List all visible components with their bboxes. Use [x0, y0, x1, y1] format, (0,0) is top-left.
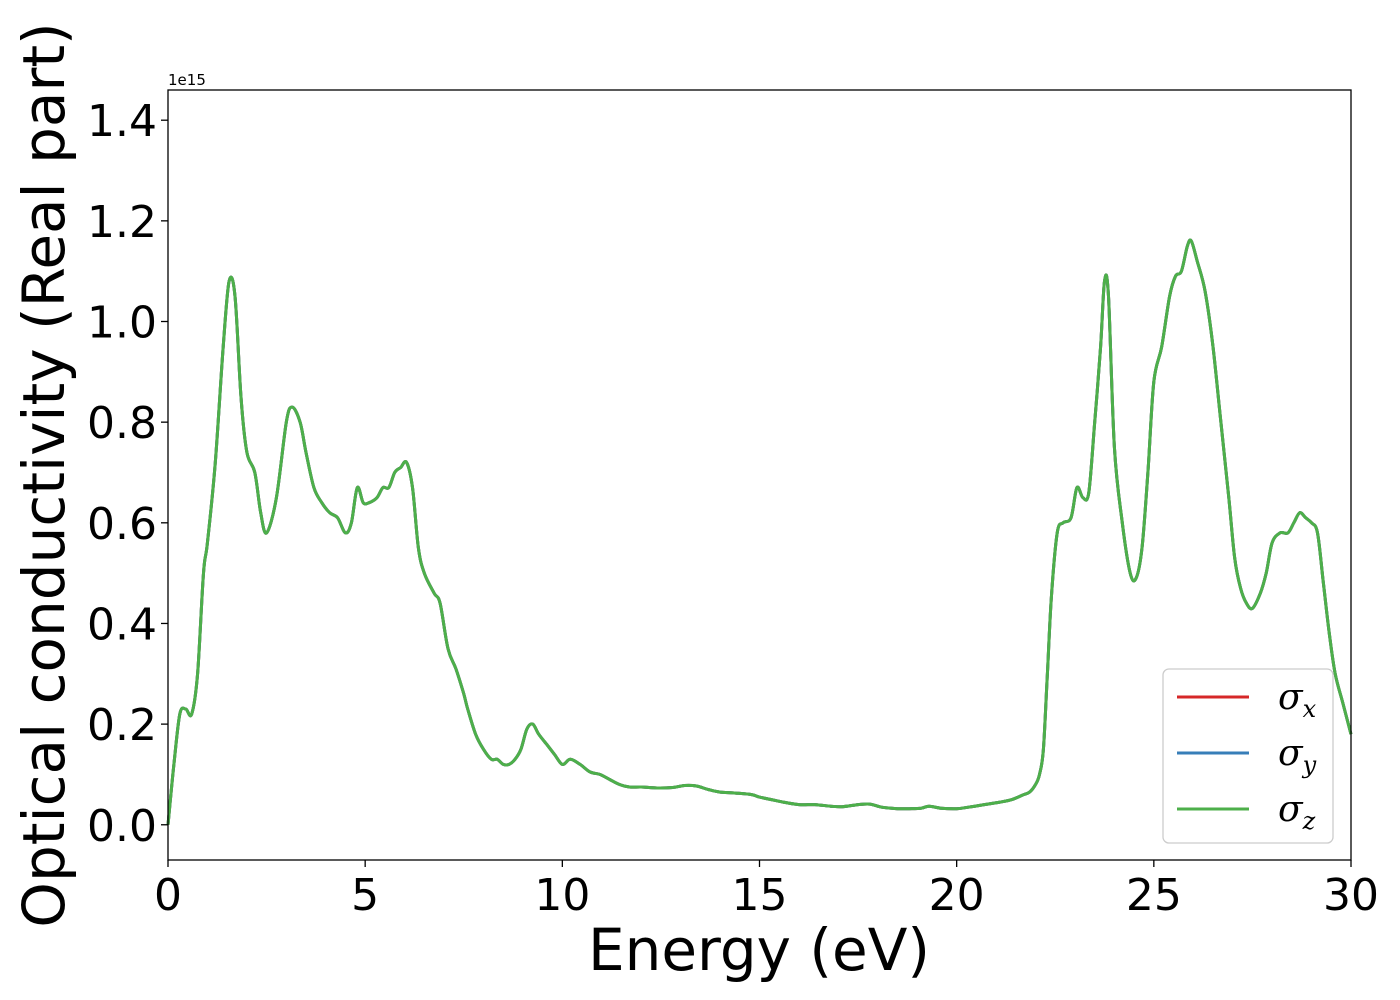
- y-tick-label: 1.0: [87, 298, 157, 349]
- y-tick-label: 0.6: [87, 499, 157, 550]
- y-axis-title: Optical conductivity (Real part): [10, 22, 78, 927]
- y-tick-label: 1.2: [87, 197, 157, 248]
- y-tick-label: 0.4: [87, 599, 157, 650]
- x-tick-label: 5: [351, 870, 379, 921]
- x-tick-label: 10: [534, 870, 590, 921]
- x-tick-label: 0: [154, 870, 182, 921]
- y-tick-label: 0.0: [87, 801, 157, 852]
- x-tick-label: 15: [732, 870, 788, 921]
- legend-box: [1162, 668, 1334, 844]
- plot-area: [168, 90, 1351, 860]
- x-tick-label: 20: [929, 870, 985, 921]
- x-tick-label: 25: [1126, 870, 1182, 921]
- legend-label: σy: [1278, 733, 1317, 779]
- plot-frame: [167, 89, 1352, 861]
- x-axis-title: Energy (eV): [588, 916, 930, 984]
- y-tick-label: 0.2: [87, 700, 157, 751]
- series-layer: [166, 238, 1353, 825]
- y-tick-label: 1.4: [87, 96, 157, 147]
- y-axis-ticks: 0.0 0.2 0.4 0.6 0.8 1.0 1.2 1.4: [87, 96, 168, 852]
- series-line-3: [166, 238, 1353, 825]
- y-tick-label: 0.8: [87, 398, 157, 449]
- y-offset-text: 1e15: [168, 71, 206, 89]
- x-tick-label: 30: [1323, 870, 1379, 921]
- x-axis-ticks: 0 5 10 15 20 25 30: [154, 860, 1379, 921]
